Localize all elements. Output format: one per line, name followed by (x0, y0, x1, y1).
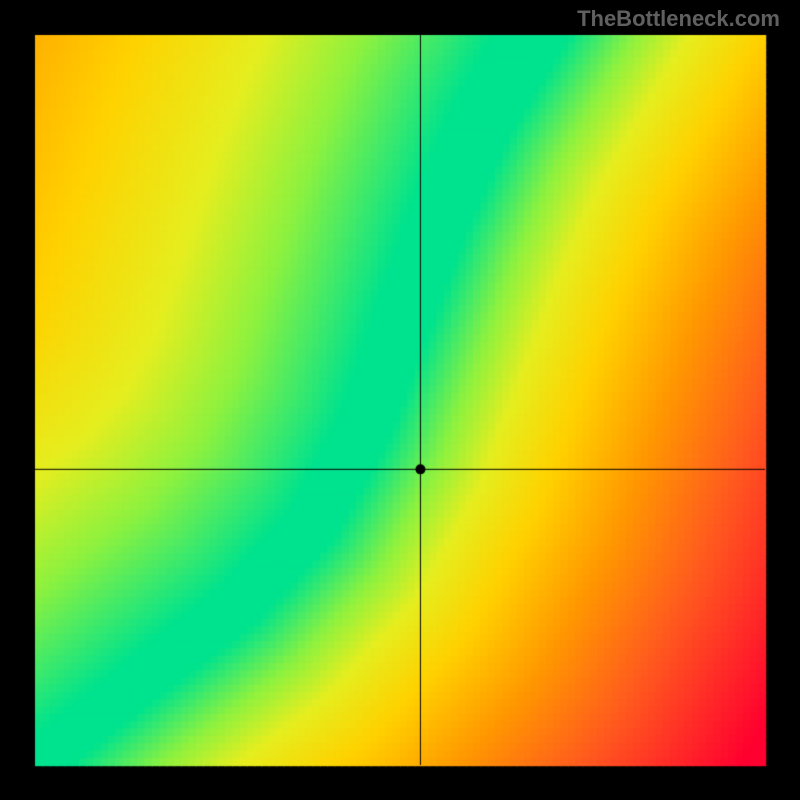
watermark-text: TheBottleneck.com (577, 6, 780, 32)
bottleneck-heatmap (0, 0, 800, 800)
chart-container: { "watermark": "TheBottleneck.com", "cha… (0, 0, 800, 800)
